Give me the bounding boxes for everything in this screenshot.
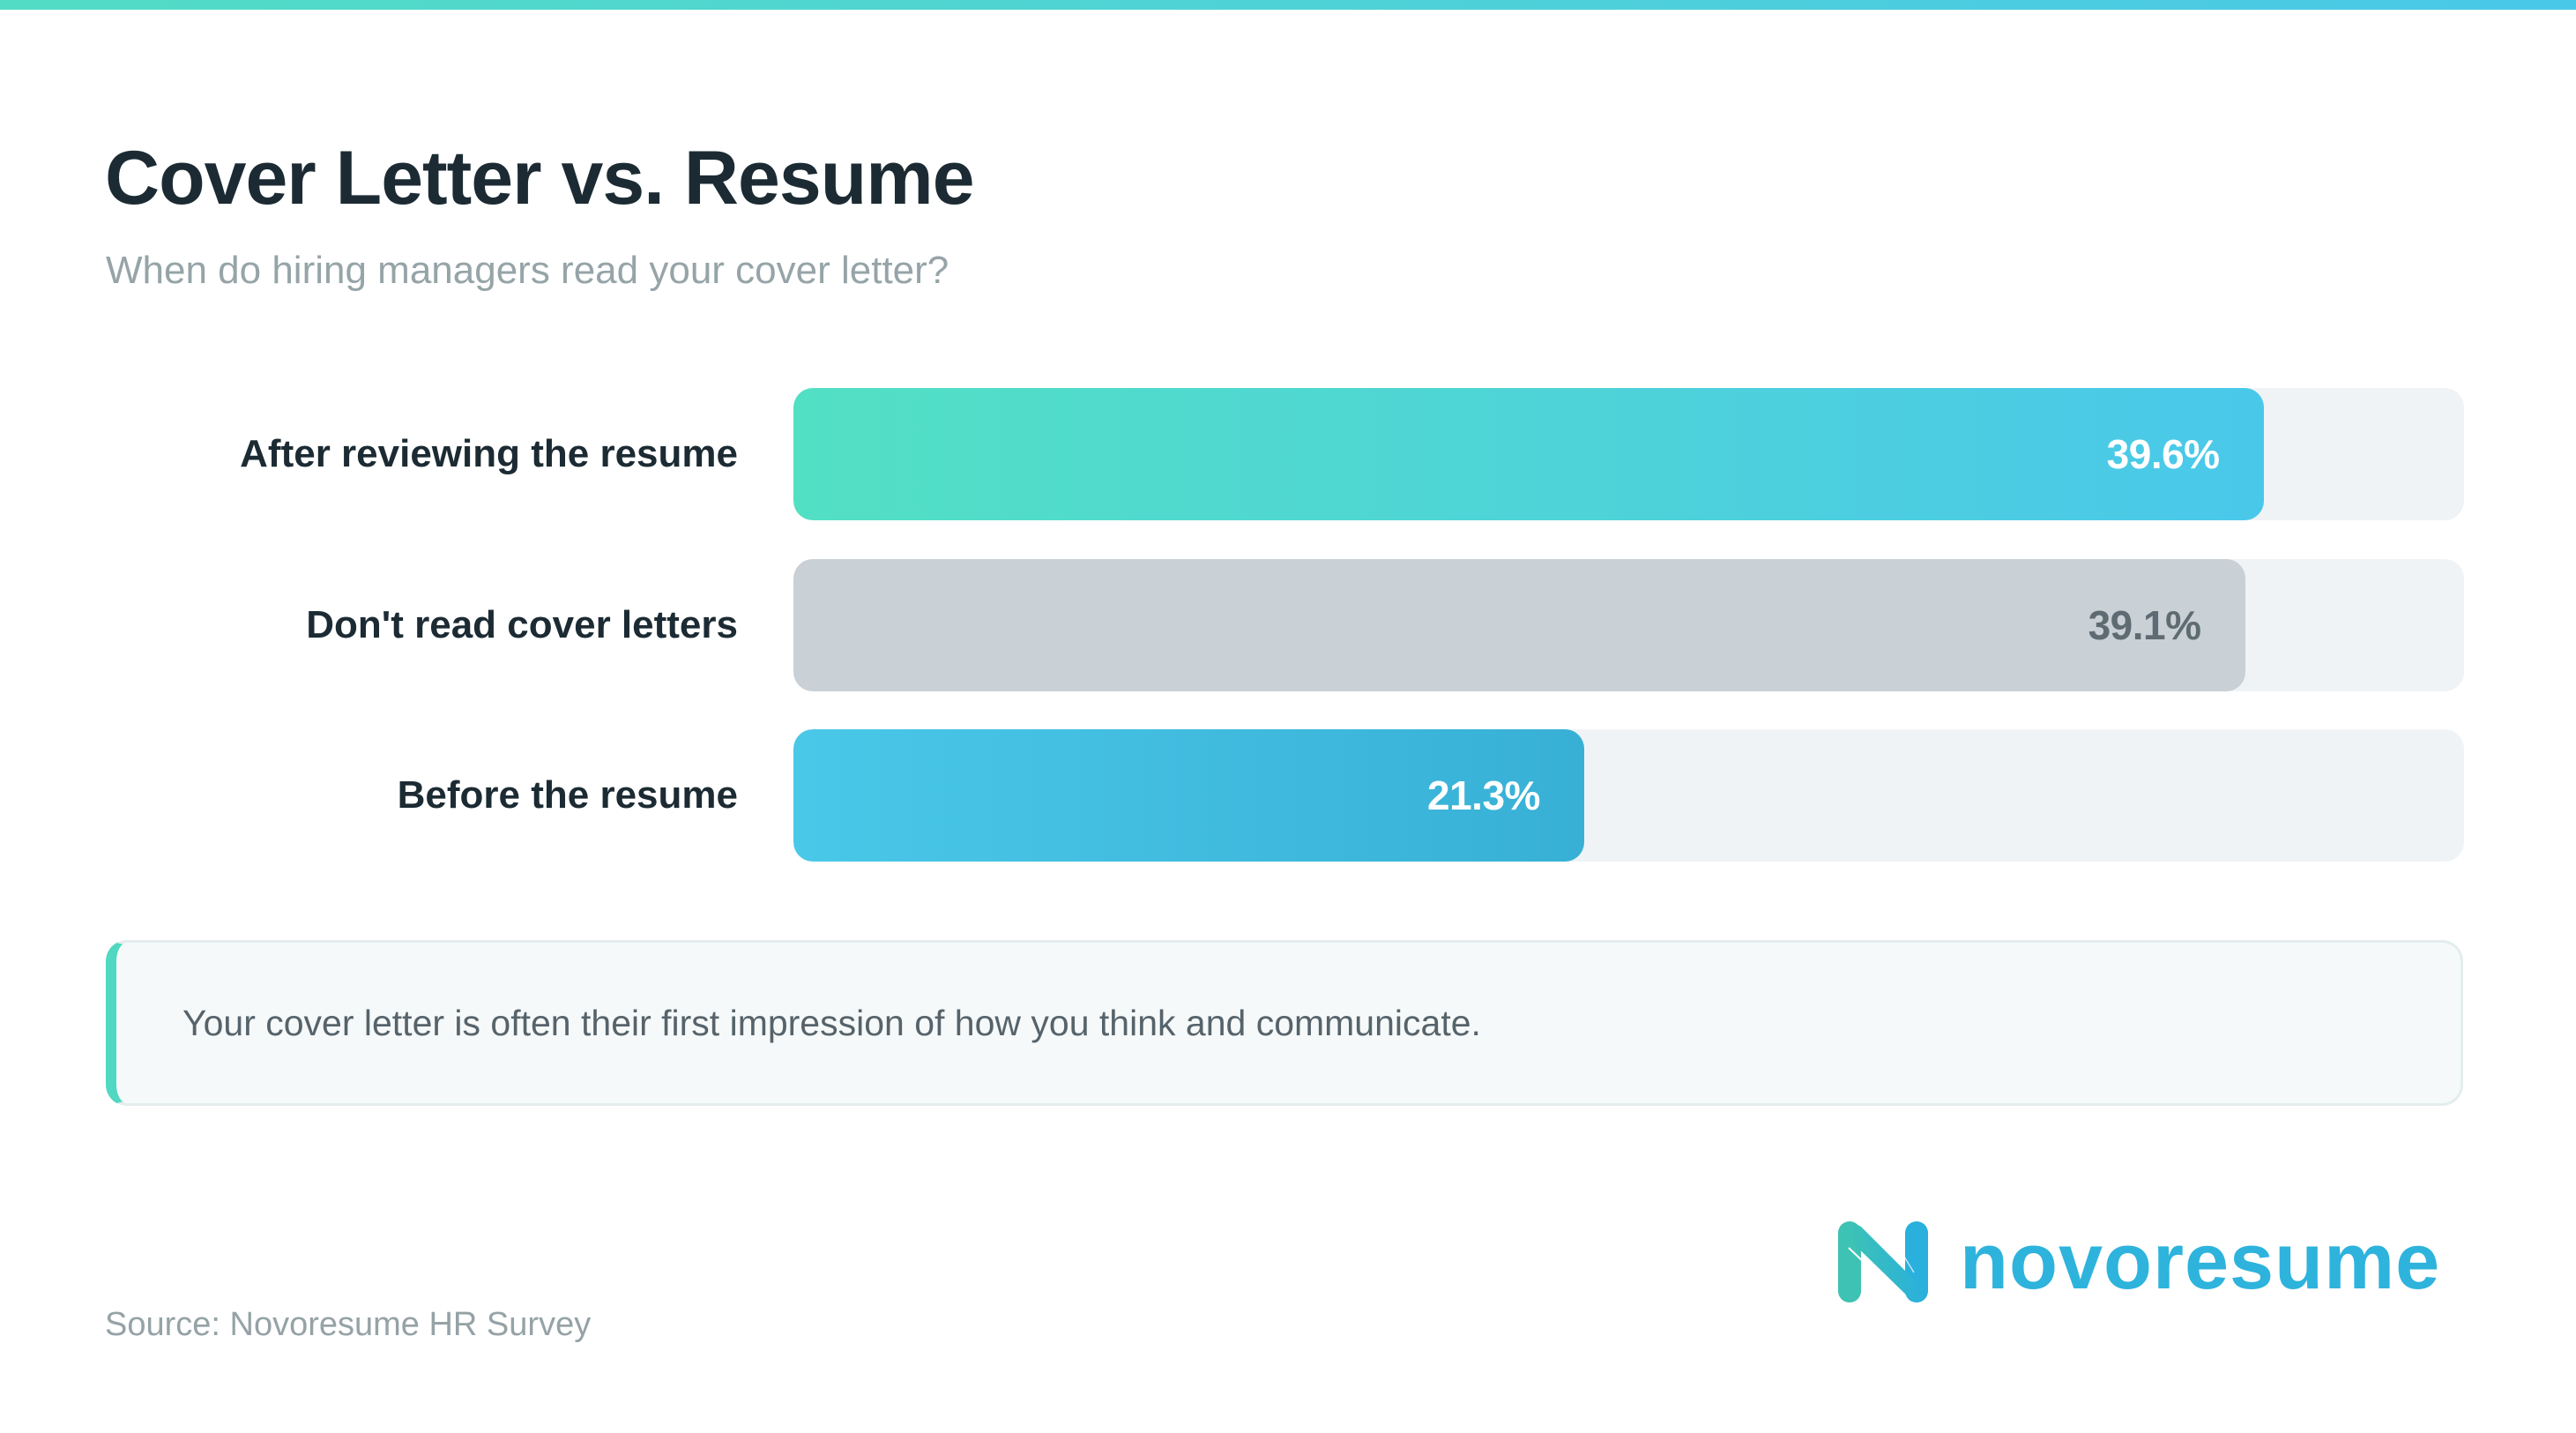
- bar-value-label: 39.1%: [2088, 602, 2201, 648]
- chart-title: Cover Letter vs. Resume: [105, 136, 975, 220]
- bar-track: 39.1%: [793, 559, 2464, 691]
- bar-row: Before the resume 21.3%: [0, 729, 2576, 862]
- bar-value-label: 21.3%: [1427, 772, 1540, 818]
- bar-category-label: After reviewing the resume: [240, 432, 738, 475]
- bar-row: Don't read cover letters 39.1%: [0, 559, 2576, 691]
- insight-callout: Your cover letter is often their first i…: [106, 940, 2463, 1106]
- bar-track: 39.6%: [793, 388, 2464, 520]
- bar-fill: 39.6%: [793, 388, 2264, 520]
- bar-value-label: 39.6%: [2106, 431, 2220, 477]
- novoresume-n-logo-icon: [1838, 1221, 1928, 1302]
- bar-category-label: Before the resume: [397, 773, 738, 817]
- bar-track: 21.3%: [793, 729, 2464, 862]
- brand-logo: novoresume: [1836, 1220, 2440, 1304]
- insight-text: Your cover letter is often their first i…: [182, 1002, 1481, 1043]
- brand-wordmark: novoresume: [1960, 1218, 2441, 1306]
- bar-row: After reviewing the resume 39.6%: [0, 388, 2576, 520]
- chart-subtitle: When do hiring managers read your cover …: [106, 249, 949, 292]
- top-accent-stripe: [0, 0, 2576, 10]
- bar-fill: 39.1%: [793, 559, 2245, 691]
- bar-fill: 21.3%: [793, 729, 1584, 862]
- source-citation: Source: Novoresume HR Survey: [105, 1306, 592, 1343]
- bar-category-label: Don't read cover letters: [306, 603, 738, 646]
